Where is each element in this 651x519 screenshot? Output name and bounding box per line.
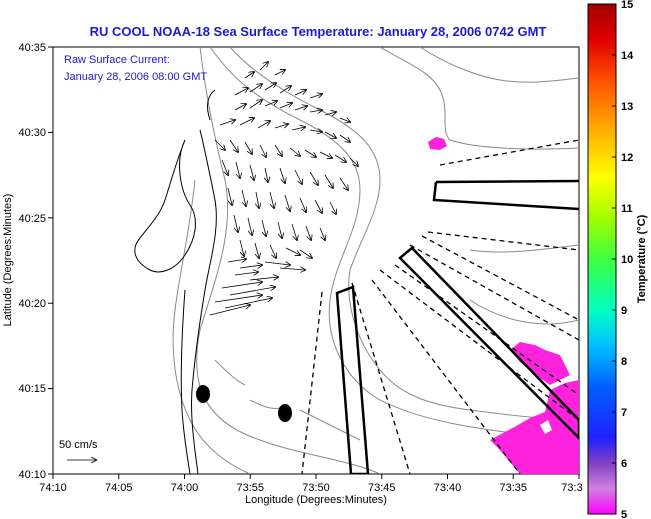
colorbar-tick-label: 12	[621, 152, 633, 164]
y-tick-label: 40:35	[18, 42, 46, 54]
current-timestamp: January 28, 2006 08:00 GMT	[64, 71, 207, 83]
x-tick-label: 74:10	[39, 482, 67, 494]
x-tick-label: 73:3	[561, 482, 582, 494]
current-label: Raw Surface Current:	[64, 54, 170, 66]
survey-boxes	[335, 179, 579, 474]
y-tick-label: 40:10	[18, 469, 46, 481]
coastline	[134, 89, 217, 474]
colorbar-tick-label: 15	[621, 0, 633, 11]
colorbar-tick-label: 13	[621, 101, 633, 113]
colorbar-tick-label: 7	[621, 407, 627, 419]
x-axis-label: Longitude (Degrees:Minutes)	[245, 494, 387, 506]
colorbar-tick-label: 5	[621, 509, 627, 519]
y-axis-label: Latitude (Degrees:Minutes)	[2, 194, 14, 327]
x-tick-label: 73:55	[236, 482, 264, 494]
axis-tick-marks	[48, 46, 580, 479]
station-marker	[196, 385, 210, 403]
x-tick-label: 74:00	[171, 482, 199, 494]
colorbar-tick-label: 8	[621, 356, 627, 368]
x-tick-label: 74:05	[105, 482, 133, 494]
sst-warm-patches	[428, 137, 579, 474]
y-tick-label: 40:30	[18, 127, 46, 139]
colorbar-tick-labels: 15 14 13 12 11 10 9 8 7 6 5	[621, 0, 634, 519]
colorbar-ticks	[612, 3, 616, 515]
colorbar-tick-label: 14	[621, 50, 634, 62]
x-tick-labels: 74:10 74:05 74:00 73:55 73:50 73:45 73:4…	[39, 482, 582, 494]
y-tick-label: 40:15	[18, 383, 46, 395]
map-frame	[52, 46, 580, 475]
colorbar-tick-label: 6	[621, 458, 627, 470]
survey-dashed-lines	[301, 139, 579, 474]
station-marker	[278, 404, 292, 422]
surface-current-vectors	[209, 62, 358, 316]
x-tick-label: 73:45	[368, 482, 396, 494]
x-tick-label: 73:50	[302, 482, 330, 494]
y-tick-labels: 40:35 40:30 40:25 40:20 40:15 40:10	[18, 42, 46, 481]
colorbar-tick-label: 10	[621, 254, 633, 266]
map-content	[134, 47, 579, 474]
y-tick-label: 40:20	[18, 298, 46, 310]
colorbar-label: Temperature (°C)	[636, 214, 648, 303]
scale-label: 50 cm/s	[59, 439, 98, 451]
colorbar-tick-label: 9	[621, 305, 627, 317]
x-tick-label: 73:40	[434, 482, 462, 494]
x-tick-label: 73:35	[499, 482, 527, 494]
colorbar-tick-label: 11	[621, 203, 633, 215]
y-tick-label: 40:25	[18, 213, 46, 225]
map-title: RU COOL NOAA-18 Sea Surface Temperature:…	[90, 24, 547, 39]
colorbar	[587, 3, 617, 515]
